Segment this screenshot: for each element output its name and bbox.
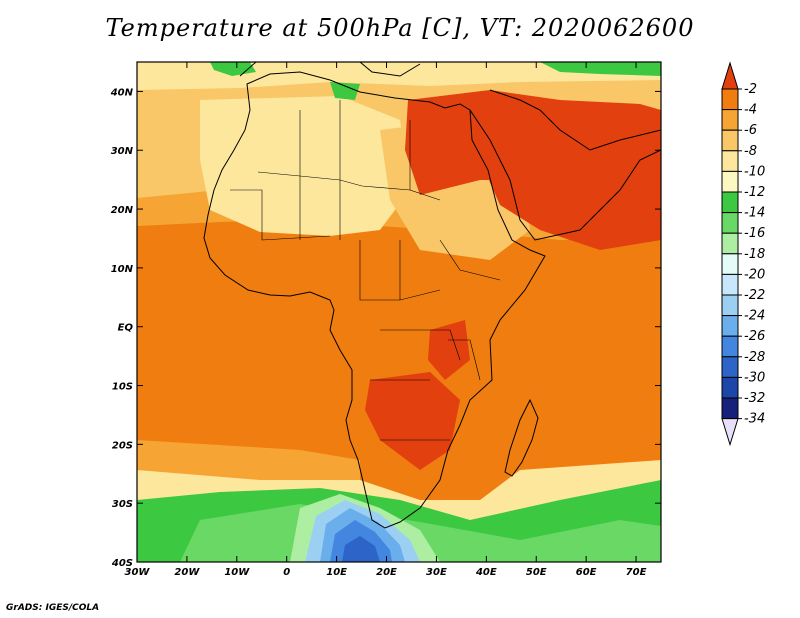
lat-label: 20S xyxy=(112,440,133,451)
lon-label: 10W xyxy=(224,567,250,578)
lat-label: 40N xyxy=(110,87,134,98)
lon-label: 20E xyxy=(376,567,397,578)
colorbar-swatch xyxy=(721,150,739,172)
west-atlantic-warm-area xyxy=(137,270,320,410)
colorbar-label: -6 xyxy=(744,123,757,138)
colorbar-label: -10 xyxy=(744,164,765,179)
arabia-hot-area xyxy=(480,160,661,250)
south-africa-hot-area xyxy=(365,372,460,470)
sahara-cool-area xyxy=(200,96,410,236)
madagascar xyxy=(504,398,539,477)
colorbar-label: -22 xyxy=(744,288,765,303)
map-title: Temperature at 500hPa [C], VT: 202006260… xyxy=(105,14,695,42)
colorbar-swatch xyxy=(721,315,739,337)
colorbar: -2 -4 -6 -8 -10 -12 -14 -16 -18 -20 -22 -24 -26 -28 -3… xyxy=(721,61,765,447)
colorbar-swatch xyxy=(721,191,739,214)
colorbar-swatch xyxy=(721,109,739,131)
colorbar-label: -34 xyxy=(744,412,765,427)
lon-label: 70E xyxy=(626,567,647,578)
lon-label: 30W xyxy=(125,567,151,578)
lon-label: 0 xyxy=(283,567,290,578)
colorbar-label: -8 xyxy=(744,144,757,159)
colorbar-swatch xyxy=(721,232,739,255)
colorbar-label: -18 xyxy=(744,247,765,262)
colorbar-label: -2 xyxy=(744,82,757,97)
lat-label: 20N xyxy=(111,205,134,216)
lon-label: 20W xyxy=(174,567,200,578)
colorbar-swatch xyxy=(721,335,739,358)
colorbar-label: -20 xyxy=(744,267,765,282)
lat-label: 30S xyxy=(112,499,133,510)
colorbar-swatch xyxy=(721,129,739,152)
south-atlantic-warm-band xyxy=(137,440,360,480)
colorbar-swatch xyxy=(721,88,739,111)
red-sea-coast xyxy=(469,109,661,241)
colorbar-label: -4 xyxy=(744,103,757,118)
lat-label: 10S xyxy=(112,382,133,393)
colorbar-swatch xyxy=(721,397,739,420)
lon-label: 10E xyxy=(326,567,347,578)
lat-label: 30N xyxy=(111,146,134,157)
mediterranean-coast xyxy=(239,62,421,77)
colorbar-swatch xyxy=(721,170,739,193)
country-borders xyxy=(230,100,501,441)
colorbar-swatch xyxy=(721,253,739,275)
colorbar-bottom-arrow xyxy=(721,418,739,447)
coastlines xyxy=(203,62,661,529)
lon-label: 60E xyxy=(576,567,597,578)
lon-label: 40E xyxy=(475,567,497,578)
colorbar-label: -32 xyxy=(744,391,765,406)
arabian-coast xyxy=(489,89,661,151)
northeast-green-area xyxy=(540,62,661,76)
credit-text: GrADS: IGES/COLA xyxy=(6,603,100,613)
lat-label: EQ xyxy=(118,323,134,334)
axis-ticks xyxy=(136,62,661,563)
cold-pool-core xyxy=(342,536,380,562)
colorbar-label: -28 xyxy=(744,350,765,365)
colorbar-swatch xyxy=(721,273,739,296)
temperature-field xyxy=(137,62,661,562)
colorbar-label: -12 xyxy=(744,185,765,200)
plot-frame xyxy=(136,61,662,563)
lon-label: 50E xyxy=(526,567,547,578)
lat-label: 40S xyxy=(111,558,133,569)
colorbar-swatch xyxy=(721,376,739,399)
colorbar-label: -16 xyxy=(744,226,765,241)
colorbar-swatch xyxy=(721,356,739,378)
colorbar-top-arrow xyxy=(721,61,739,90)
congo-hot-area xyxy=(428,320,470,380)
colorbar-label: -30 xyxy=(744,370,765,385)
africa-coastline xyxy=(203,71,546,529)
north-green-area xyxy=(330,82,360,100)
colorbar-swatch xyxy=(721,212,739,234)
colorbar-label: -14 xyxy=(744,206,765,221)
lat-label: 10N xyxy=(111,264,134,275)
lon-label: 30E xyxy=(426,567,447,578)
colorbar-label: -24 xyxy=(744,309,765,324)
colorbar-label: -26 xyxy=(744,329,765,344)
colorbar-swatch xyxy=(721,294,739,317)
